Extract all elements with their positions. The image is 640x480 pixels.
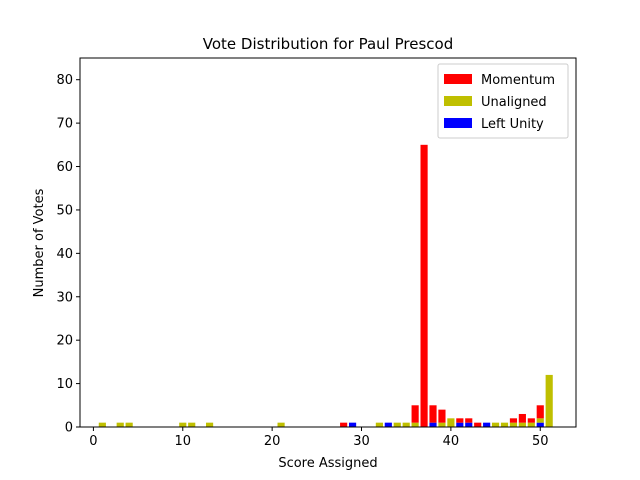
bar-left-unity-29 [349, 422, 357, 427]
bar-momentum-36 [411, 405, 419, 423]
bar-unaligned-36 [411, 422, 419, 427]
bar-unaligned-3 [116, 422, 124, 427]
legend-swatch-momentum [444, 74, 472, 84]
x-tick-label-0: 0 [89, 434, 97, 449]
bar-left-unity-41 [456, 422, 464, 427]
bar-unaligned-32 [375, 422, 383, 427]
y-tick-label-50: 50 [56, 203, 73, 218]
x-tick-label-20: 20 [264, 434, 281, 449]
bar-momentum-28 [340, 422, 348, 427]
x-axis-label: Score Assigned [278, 456, 377, 471]
y-tick-label-80: 80 [56, 73, 73, 88]
legend-swatch-left-unity [444, 118, 472, 128]
bar-unaligned-47 [509, 422, 518, 427]
bar-unaligned-4 [125, 422, 133, 427]
bar-left-unity-50 [536, 422, 544, 427]
bar-unaligned-40 [447, 418, 455, 427]
y-axis-label: Number of Votes [32, 188, 47, 297]
bar-unaligned-49 [527, 422, 535, 427]
bar-unaligned-51 [545, 374, 553, 427]
bar-momentum-41 [456, 418, 464, 423]
legend-swatch-unaligned [444, 96, 472, 106]
y-tick-label-70: 70 [56, 117, 73, 132]
bar-unaligned-13 [206, 422, 214, 427]
y-tick-label-20: 20 [56, 334, 73, 349]
legend-label-unaligned: Unaligned [481, 95, 547, 110]
bar-momentum-37 [420, 144, 428, 427]
legend-label-momentum: Momentum [481, 73, 555, 88]
bar-unaligned-21 [277, 422, 285, 427]
bar-unaligned-48 [518, 422, 526, 427]
legend-label-left-unity: Left Unity [481, 117, 544, 132]
legend: Momentum Unaligned Left Unity [437, 63, 569, 139]
bar-momentum-50 [536, 405, 544, 419]
plot-frame [79, 57, 577, 428]
bars-group [98, 144, 553, 427]
bar-unaligned-10 [179, 422, 187, 427]
chart-title: Vote Distribution for Paul Prescod [203, 35, 453, 53]
bar-left-unity-42 [465, 422, 473, 427]
x-tick-label-10: 10 [175, 434, 192, 449]
x-tick-label-30: 30 [353, 434, 370, 449]
x-tick-label-50: 50 [532, 434, 549, 449]
axes-group: 0 10 20 30 40 50 0 10 20 30 40 50 60 70 80 [56, 57, 577, 449]
bar-momentum-38 [429, 405, 437, 423]
bar-unaligned-35 [402, 422, 410, 427]
y-tick-label-40: 40 [56, 247, 73, 262]
y-tick-label-0: 0 [65, 421, 73, 436]
bar-left-unity-38 [429, 422, 437, 427]
bar-unaligned-11 [188, 422, 196, 427]
bar-unaligned-34 [393, 422, 401, 427]
bar-left-unity-44 [483, 422, 491, 427]
x-tick-label-40: 40 [443, 434, 460, 449]
y-tick-label-30: 30 [56, 290, 73, 305]
bar-momentum-39 [438, 409, 446, 423]
bar-unaligned-39 [438, 422, 446, 427]
bar-momentum-47 [509, 418, 518, 423]
y-tick-label-60: 60 [56, 160, 73, 175]
bar-unaligned-1 [98, 422, 106, 427]
bar-unaligned-45 [491, 422, 500, 427]
bar-momentum-42 [465, 418, 473, 423]
bar-momentum-43 [474, 422, 482, 427]
bar-left-unity-33 [384, 422, 392, 427]
bar-unaligned-50 [536, 418, 544, 423]
bar-unaligned-46 [500, 422, 509, 427]
bar-momentum-48 [518, 413, 526, 423]
bar-momentum-49 [527, 418, 535, 423]
y-tick-label-10: 10 [56, 377, 73, 392]
